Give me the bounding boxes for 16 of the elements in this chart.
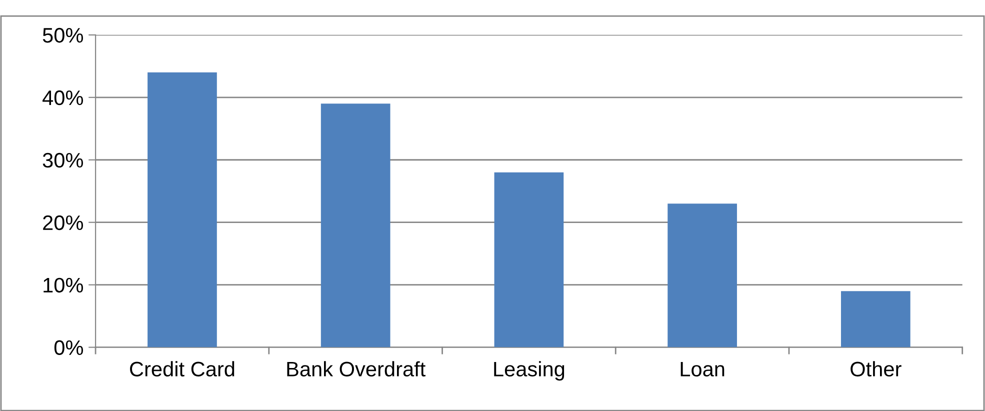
x-tick-label: Bank Overdraft <box>287 361 426 376</box>
bar <box>494 172 564 348</box>
bar <box>148 72 217 348</box>
bar <box>320 104 390 348</box>
bar <box>840 291 910 348</box>
y-tick-label: 40% <box>42 90 83 106</box>
y-tick-label: 0% <box>54 340 83 356</box>
x-tick-label: Other <box>850 361 902 376</box>
x-tick-label: Loan <box>680 362 724 376</box>
bar <box>668 204 737 348</box>
y-tick-label: 30% <box>42 152 83 168</box>
y-tick-label: 20% <box>43 215 83 230</box>
x-tick-label: Leasing <box>494 361 564 381</box>
y-tick-label: 50% <box>42 28 83 43</box>
x-tick-label: Credit Card <box>130 361 234 376</box>
y-tick-label: 10% <box>44 278 83 293</box>
